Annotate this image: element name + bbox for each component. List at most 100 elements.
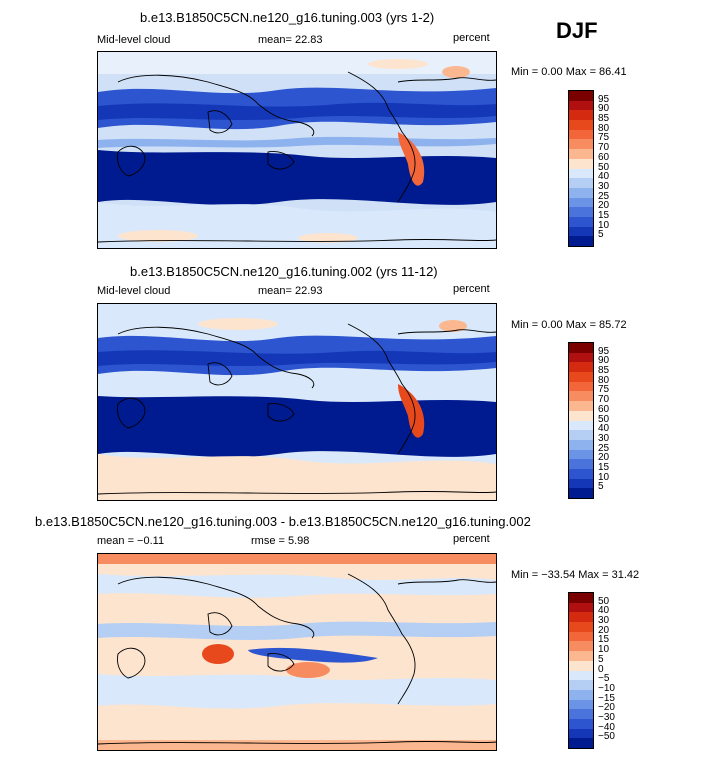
colorbar-swatch [569,139,593,150]
colorbar-tick-label: 85 [598,113,610,125]
colorbar-tick-label: 95 [598,345,610,357]
colorbar-tick-label: −50 [598,731,615,743]
colorbar-swatch [569,680,593,691]
panel-3-map [97,553,497,751]
colorbar-swatch [569,129,593,140]
colorbar-tick-label: −15 [598,692,615,704]
panel-2-minmax: Min = 0.00 Max = 85.72 [511,319,627,331]
colorbar-swatch [569,478,593,489]
colorbar-tick-label: 15 [598,461,610,473]
panel-3-colorbar [568,592,594,749]
colorbar-tick-label: 90 [598,355,610,367]
colorbar-swatch [569,236,593,247]
panel-1-units: percent [453,32,490,44]
colorbar-tick-label: 90 [598,103,610,115]
colorbar-swatch [569,439,593,450]
colorbar-tick-label: 50 [598,595,610,607]
colorbar-tick-label: −10 [598,682,615,694]
colorbar-tick-label: 80 [598,122,610,134]
colorbar-tick-label: 0 [598,663,604,675]
colorbar-swatch [569,641,593,652]
colorbar-tick-label: 20 [598,452,610,464]
colorbar-tick-label: 5 [598,653,604,665]
colorbar-swatch [569,689,593,700]
colorbar-swatch [569,468,593,479]
colorbar-tick-label: 5 [598,481,604,493]
colorbar-swatch [569,91,593,101]
colorbar-tick-label: 95 [598,93,610,105]
colorbar-swatch [569,372,593,383]
colorbar-swatch [569,197,593,208]
panel-2-units: percent [453,283,490,295]
colorbar-tick-label: 25 [598,190,610,202]
colorbar-swatch [569,631,593,642]
colorbar-swatch [569,207,593,218]
colorbar-tick-label: 60 [598,151,610,163]
panel-2-map [97,303,497,501]
colorbar-swatch [569,728,593,739]
colorbar-tick-label: 10 [598,471,610,483]
colorbar-swatch [569,178,593,189]
colorbar-swatch [569,602,593,613]
colorbar-tick-label: 85 [598,365,610,377]
season-label: DJF [556,18,598,43]
colorbar-swatch [569,187,593,198]
colorbar-swatch [569,430,593,441]
colorbar-tick-label: 20 [598,200,610,212]
colorbar-tick-label: 10 [598,219,610,231]
colorbar-swatch [569,612,593,623]
colorbar-tick-label: 30 [598,432,610,444]
panel-1-minmax: Min = 0.00 Max = 86.41 [511,66,627,78]
colorbar-swatch [569,391,593,402]
colorbar-swatch [569,660,593,671]
colorbar-swatch [569,488,593,499]
colorbar-swatch [569,622,593,633]
colorbar-swatch [569,738,593,749]
panel-3-minmax: Min = −33.54 Max = 31.42 [511,569,640,581]
panel-1-title: b.e13.B1850C5CN.ne120_g16.tuning.003 (yr… [140,10,435,25]
colorbar-swatch [569,401,593,412]
colorbar-tick-label: 70 [598,394,610,406]
colorbar-swatch [569,449,593,460]
colorbar-swatch [569,120,593,131]
colorbar-tick-label: 5 [598,229,604,241]
colorbar-swatch [569,226,593,237]
colorbar-swatch [569,670,593,681]
colorbar-tick-label: −30 [598,711,615,723]
panel-1-map [97,51,497,249]
colorbar-tick-label: 20 [598,624,610,636]
colorbar-swatch [569,352,593,363]
colorbar-tick-label: 25 [598,442,610,454]
colorbar-tick-label: 15 [598,209,610,221]
panel-1-colorbar [568,90,594,247]
colorbar-swatch [569,709,593,720]
panel-2-colorbar [568,342,594,499]
panel-3-rmse: rmse = 5.98 [251,535,310,547]
panel-2-variable-label: Mid-level cloud [97,285,171,297]
colorbar-swatch [569,168,593,179]
colorbar-swatch [569,718,593,729]
colorbar-tick-label: −5 [598,673,610,685]
colorbar-tick-label: 10 [598,644,610,656]
panel-3-title: b.e13.B1850C5CN.ne120_g16.tuning.003 - b… [35,514,531,529]
panel-2-mean: mean= 22.93 [258,285,323,297]
colorbar-tick-label: 15 [598,634,610,646]
panel-3-mean: mean = −0.11 [97,535,165,547]
colorbar-tick-label: 30 [598,615,610,627]
panel-1-mean: mean= 22.83 [258,34,323,46]
colorbar-tick-label: 60 [598,403,610,415]
colorbar-tick-label: −40 [598,721,615,733]
colorbar-tick-label: 30 [598,180,610,192]
colorbar-swatch [569,343,593,353]
colorbar-tick-label: 50 [598,161,610,173]
colorbar-tick-label: 40 [598,605,610,617]
colorbar-tick-label: 40 [598,423,610,435]
colorbar-swatch [569,420,593,431]
colorbar-swatch [569,651,593,662]
colorbar-tick-label: 75 [598,132,610,144]
panel-1-variable-label: Mid-level cloud [97,34,171,46]
colorbar-tick-label: 50 [598,413,610,425]
colorbar-swatch [569,459,593,470]
colorbar-tick-label: 80 [598,374,610,386]
colorbar-swatch [569,699,593,710]
